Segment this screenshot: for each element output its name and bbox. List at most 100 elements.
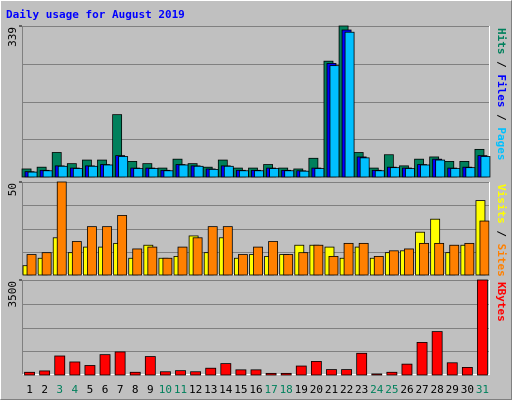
bar: [434, 242, 445, 276]
bar: [223, 165, 234, 178]
bar: [268, 241, 278, 276]
bar: [117, 215, 128, 276]
x-tick-label: 20: [310, 383, 323, 396]
x-tick-label: 26: [400, 383, 413, 396]
bar: [461, 366, 473, 376]
panel-shadow: [22, 182, 490, 275]
y-tick-label: 50: [6, 183, 19, 196]
bar: [356, 352, 368, 376]
x-tick-label: 15: [234, 383, 247, 396]
bar: [253, 246, 263, 276]
bar: [27, 171, 38, 178]
bar: [205, 367, 217, 376]
x-tick-label: 3: [56, 383, 63, 396]
bar: [220, 363, 232, 376]
legend: KBytes: [495, 282, 508, 322]
bar: [343, 242, 354, 276]
bar: [148, 168, 159, 178]
bar: [358, 242, 369, 276]
bar: [71, 241, 82, 276]
legend-entry: Hits: [495, 28, 508, 55]
bar: [129, 371, 141, 376]
x-tick-label: 25: [385, 383, 398, 396]
x-tick-label: 18: [280, 383, 293, 396]
bar: [56, 181, 67, 276]
x-tick-label: 31: [476, 383, 489, 396]
legend-entry: Visits: [495, 184, 508, 224]
bar: [314, 168, 325, 178]
bar: [163, 170, 174, 178]
bar: [479, 220, 490, 276]
chart-title: Daily usage for August 2019: [6, 8, 185, 21]
x-tick-label: 13: [204, 383, 217, 396]
x-tick-label: 9: [147, 383, 154, 396]
x-tick-label: 30: [461, 383, 474, 396]
bar: [450, 168, 461, 178]
bar: [344, 31, 355, 178]
x-tick-label: 12: [189, 383, 202, 396]
bar: [26, 254, 37, 276]
bar: [72, 168, 83, 178]
panel-shadow: [22, 26, 490, 177]
legend-separator: /: [495, 55, 508, 75]
bar: [160, 371, 171, 376]
bar: [435, 159, 446, 178]
bar: [480, 156, 491, 178]
bar: [465, 167, 476, 178]
bar: [250, 369, 262, 376]
x-tick-label: 24: [370, 383, 384, 396]
x-tick-label: 6: [102, 383, 109, 396]
bar: [374, 170, 385, 178]
legend-separator: /: [495, 224, 508, 244]
bar: [162, 257, 173, 276]
x-tick-label: 7: [117, 383, 124, 396]
bar: [298, 252, 309, 276]
x-tick-label: 27: [415, 383, 428, 396]
bar: [57, 165, 68, 178]
bar: [310, 361, 322, 376]
bar: [24, 371, 35, 376]
x-tick-label: 21: [325, 383, 338, 396]
bar: [431, 331, 443, 376]
bar: [99, 354, 111, 376]
bar: [359, 157, 370, 178]
bar: [446, 362, 458, 376]
x-tick-label: 11: [174, 383, 187, 396]
bar: [449, 244, 460, 276]
bar: [222, 226, 233, 276]
legend-entry: Files: [495, 74, 508, 107]
bar: [388, 250, 399, 276]
bar: [280, 372, 292, 376]
bar: [190, 371, 202, 376]
panel-shadow: [22, 280, 490, 375]
bar: [284, 170, 295, 178]
bar: [235, 369, 247, 376]
bar: [118, 156, 129, 178]
bar: [283, 254, 294, 276]
bar: [144, 356, 156, 376]
x-tick-label: 14: [219, 383, 233, 396]
y-tick-label: 3500: [6, 281, 19, 308]
bar: [132, 248, 143, 276]
legend-entry: Pages: [495, 127, 508, 160]
bar: [269, 168, 279, 178]
bar: [254, 170, 264, 178]
bar: [114, 351, 126, 376]
bar: [208, 169, 219, 178]
bar: [299, 170, 310, 178]
x-tick-label: 29: [446, 383, 459, 396]
bar: [477, 279, 488, 376]
bar: [178, 164, 189, 178]
legend-separator: /: [495, 108, 508, 128]
legend: Visits / Sites: [495, 184, 508, 277]
x-tick-label: 1: [26, 383, 33, 396]
bar: [42, 170, 53, 178]
x-tick-label: 22: [340, 383, 353, 396]
bar: [84, 365, 96, 376]
bar: [39, 370, 51, 376]
x-tick-label: 28: [431, 383, 444, 396]
bar: [328, 255, 339, 276]
bar: [341, 369, 352, 376]
